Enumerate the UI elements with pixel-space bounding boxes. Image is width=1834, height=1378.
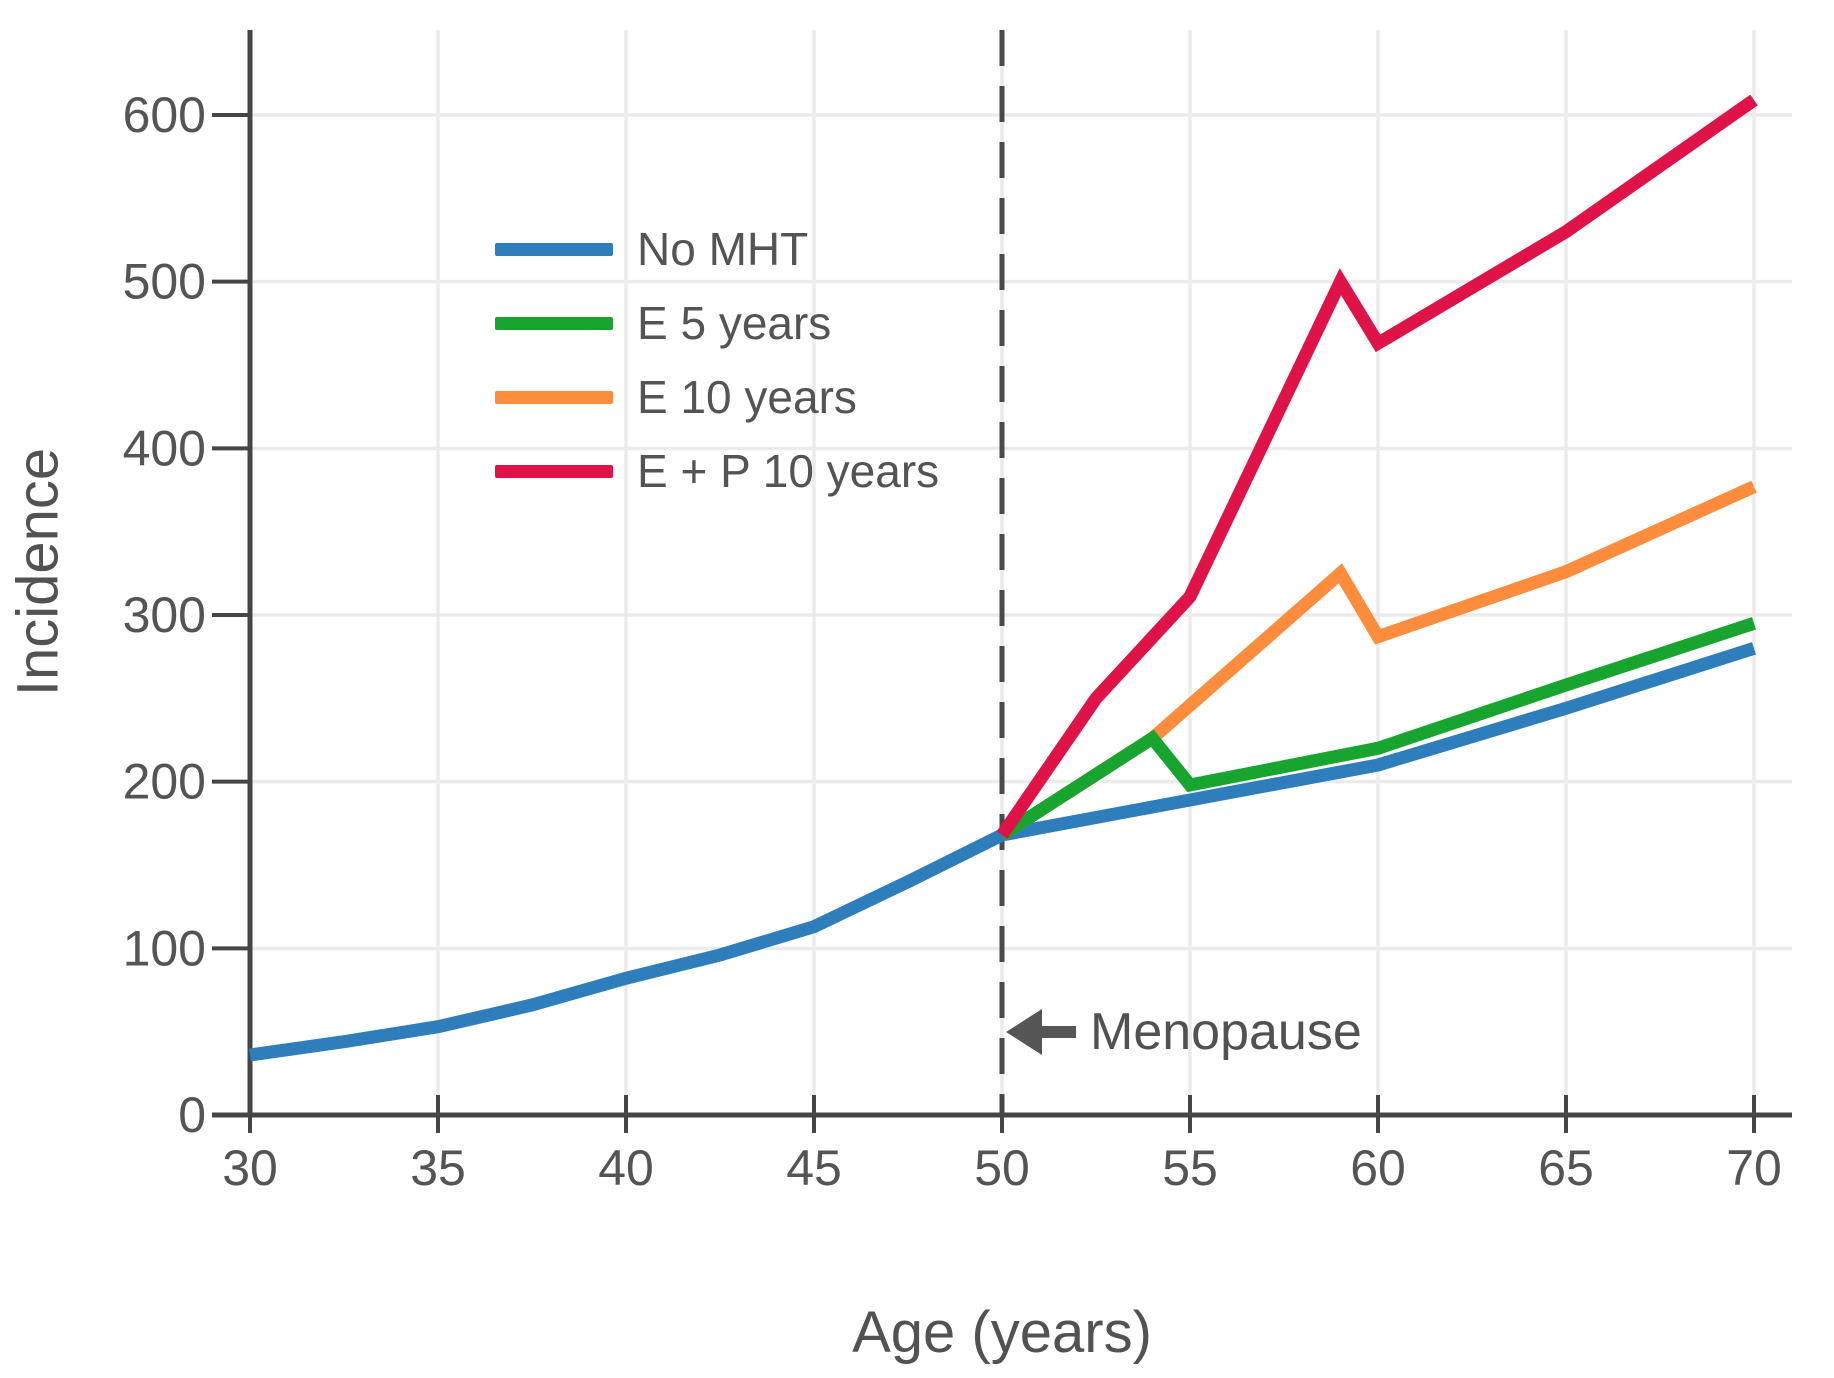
legend-label: No MHT (637, 223, 809, 275)
series-line-e-5-years (998, 617, 1757, 841)
legend-swatch (495, 390, 613, 404)
x-tick-label: 70 (1726, 1140, 1782, 1196)
legend-swatch (495, 464, 613, 478)
x-tick-label: 30 (222, 1140, 278, 1196)
legend-item: E 5 years (495, 286, 939, 360)
y-tick-label: 400 (123, 420, 206, 476)
menopause-label: Menopause (1090, 1003, 1362, 1061)
legend-item: No MHT (495, 212, 939, 286)
x-tick-label: 65 (1538, 1140, 1594, 1196)
y-tick-label: 100 (123, 920, 206, 976)
y-axis-title: Incidence (5, 447, 71, 697)
x-tick-label: 55 (1162, 1140, 1218, 1196)
series-line-e-p-10-years (996, 94, 1758, 839)
legend-label: E + P 10 years (637, 445, 940, 497)
legend: No MHT E 5 years E 10 years E + P 10 years (495, 212, 939, 508)
left-arrow-shaft (1042, 1026, 1076, 1038)
legend-swatch (495, 316, 613, 330)
y-tick-label: 0 (178, 1087, 206, 1143)
legend-label: E 5 years (637, 297, 832, 349)
y-tick-label: 500 (123, 254, 206, 310)
series-line-no-mht (249, 642, 1756, 1062)
left-arrow-icon (1006, 1009, 1042, 1055)
x-tick-label: 35 (410, 1140, 466, 1196)
x-axis-title: Age (years) (852, 1300, 1152, 1365)
y-tick-label: 600 (123, 87, 206, 143)
legend-item: E 10 years (495, 360, 939, 434)
x-tick-label: 60 (1350, 1140, 1406, 1196)
menopause-annotation: Menopause (1006, 1003, 1362, 1061)
x-tick-label: 50 (974, 1140, 1030, 1196)
legend-swatch (495, 242, 613, 256)
y-tick-label: 200 (123, 754, 206, 810)
x-tick-label: 45 (786, 1140, 842, 1196)
legend-item: E + P 10 years (495, 434, 939, 508)
legend-label: E 10 years (637, 371, 857, 423)
y-tick-label: 300 (123, 587, 206, 643)
x-tick-label: 40 (598, 1140, 654, 1196)
